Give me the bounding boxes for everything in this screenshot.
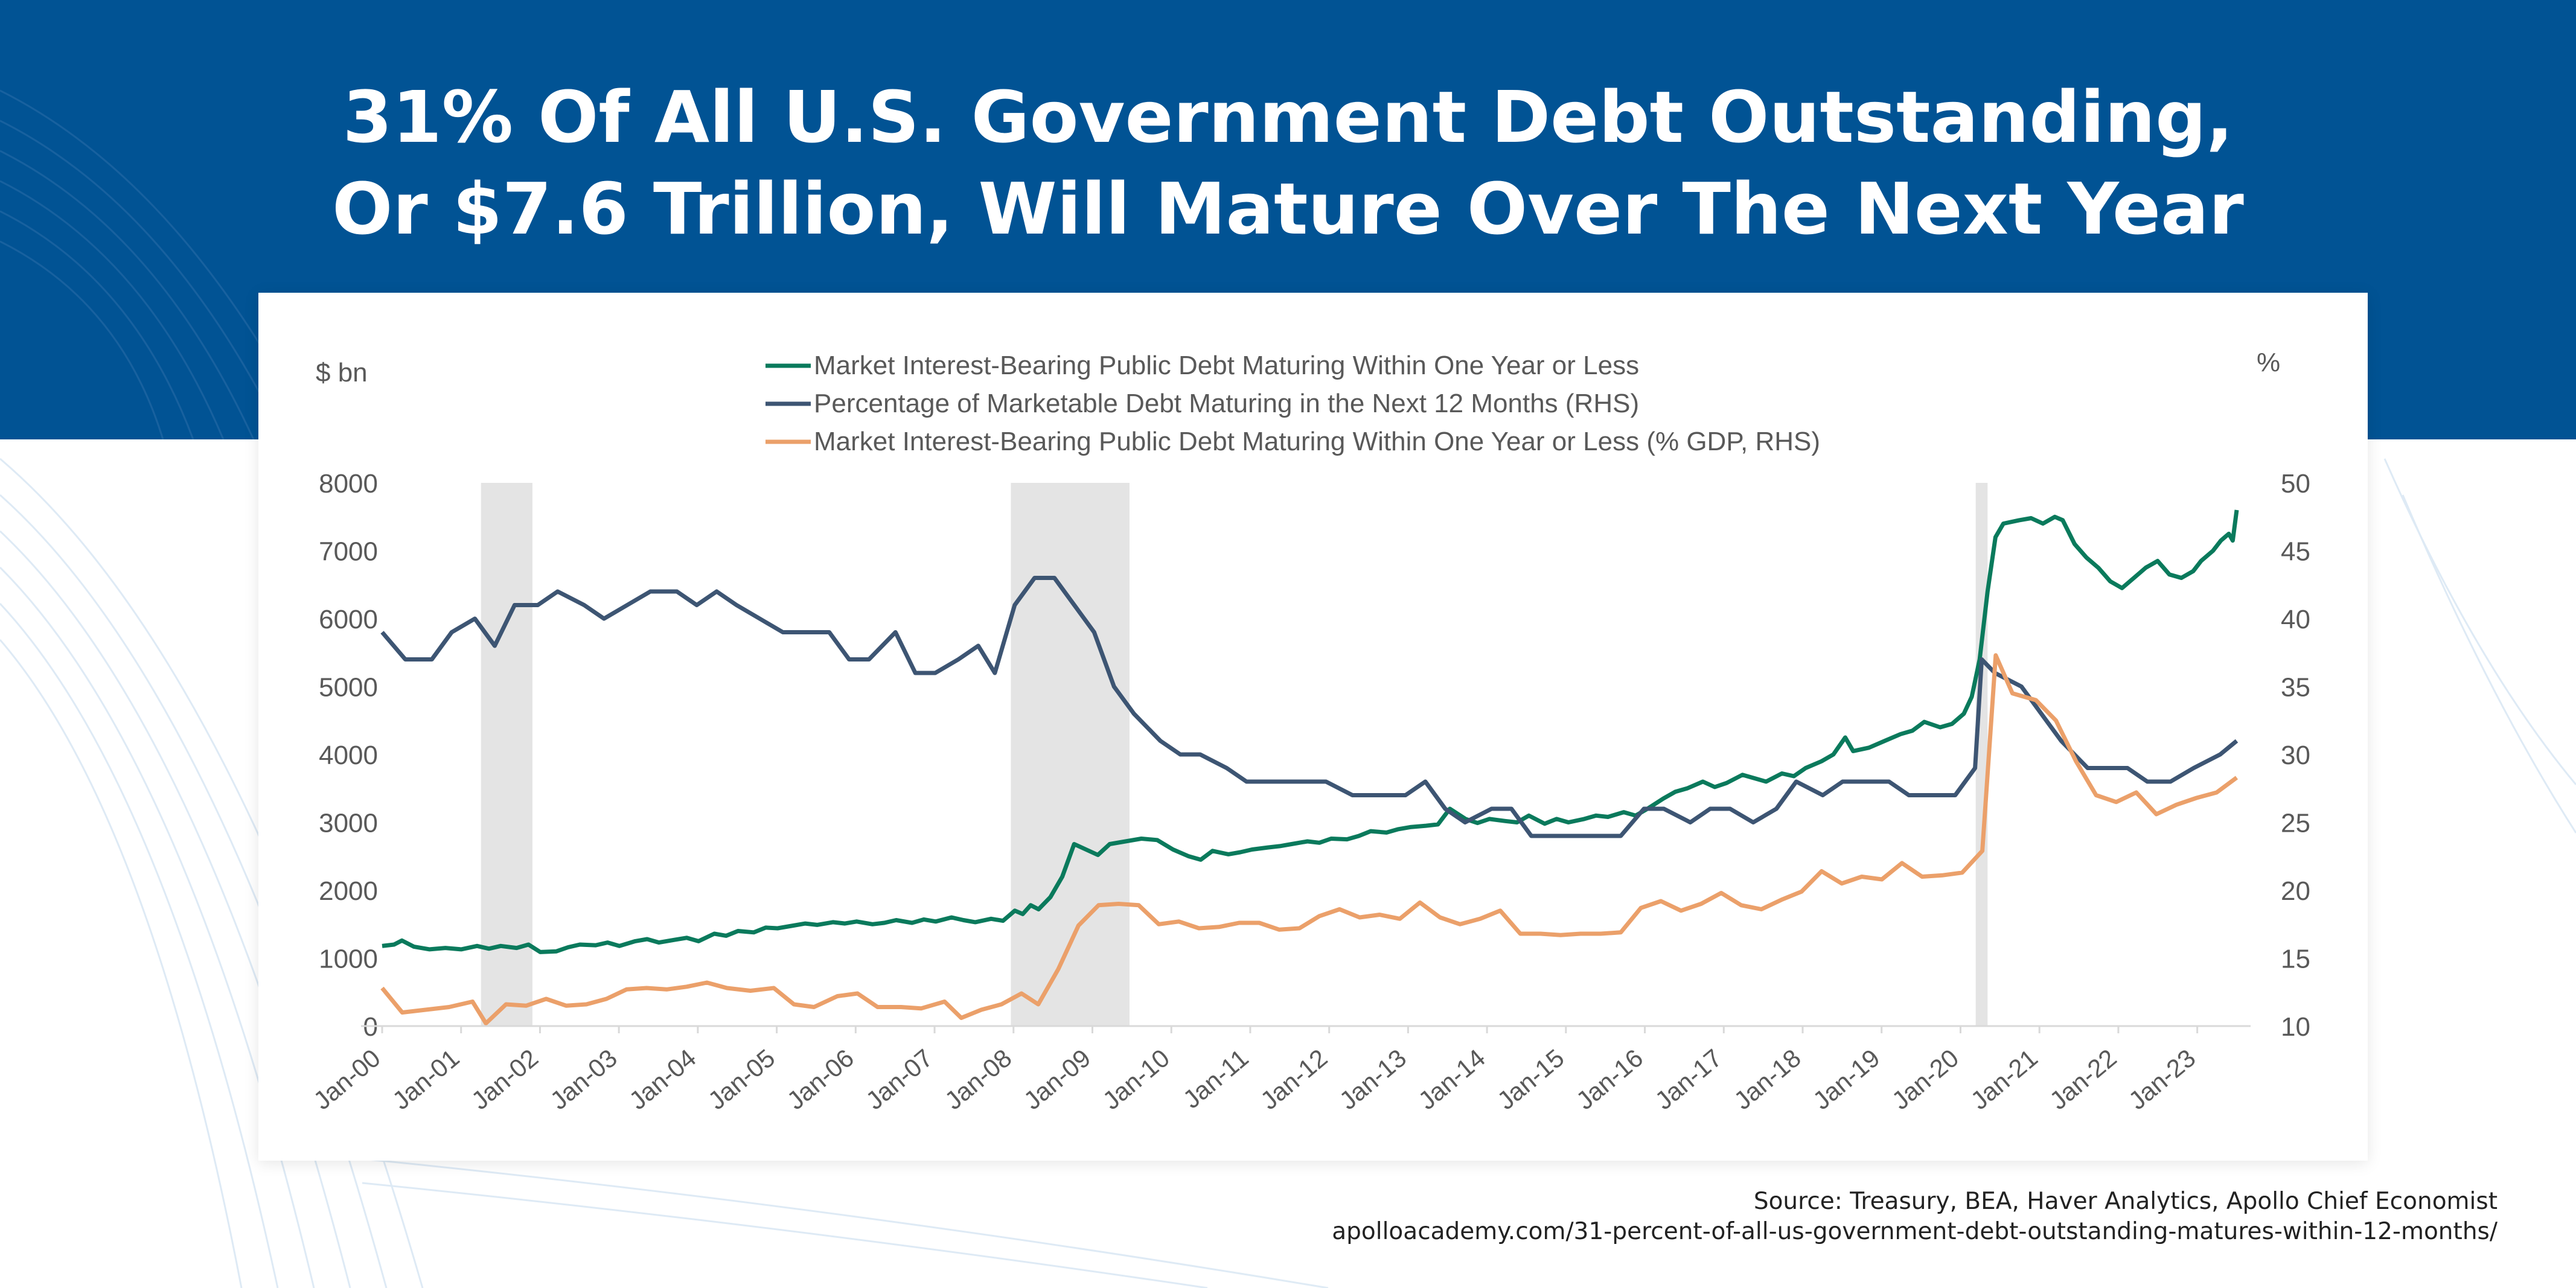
x-tick-label: Jan-03 (545, 1044, 622, 1115)
recession-band (481, 483, 532, 1026)
x-tick-label: Jan-22 (2044, 1044, 2122, 1115)
x-tick-label: Jan-11 (1178, 1044, 1254, 1114)
x-tick-label: Jan-02 (466, 1044, 544, 1115)
x-tick-label: Jan-01 (387, 1044, 465, 1115)
source-link[interactable]: apolloacademy.com/31-percent-of-all-us-g… (1332, 1218, 2498, 1245)
right-tick-label: 45 (2281, 537, 2310, 567)
series-gdp-line (380, 653, 2239, 1025)
left-tick-label: 3000 (319, 809, 378, 838)
x-tick-label: Jan-00 (308, 1044, 386, 1115)
source-text: Source: Treasury, BEA, Haver Analytics, … (1753, 1188, 2498, 1215)
left-tick-label: 5000 (319, 673, 378, 703)
page-title: 31% Of All U.S. Government Debt Outstand… (0, 71, 2576, 255)
x-tick-label: Jan-15 (1492, 1044, 1570, 1115)
left-tick-label: 2000 (319, 876, 378, 906)
right-tick-label: 25 (2281, 809, 2310, 838)
legend-label: Percentage of Marketable Debt Maturing i… (814, 389, 1639, 418)
x-tick-label: Jan-10 (1097, 1044, 1175, 1115)
right-tick-label: 20 (2281, 876, 2310, 906)
right-tick-label: 15 (2281, 945, 2310, 974)
x-tick-label: Jan-18 (1728, 1044, 1806, 1115)
x-tick-label: Jan-06 (782, 1044, 860, 1115)
x-tick-label: Jan-09 (1018, 1044, 1096, 1115)
x-tick-label: Jan-16 (1571, 1044, 1649, 1115)
series-debt-line (382, 509, 2239, 954)
title-line-1: 31% Of All U.S. Government Debt Outstand… (342, 75, 2234, 159)
title-line-2: Or $7.6 Trillion, Will Mature Over The N… (332, 167, 2244, 250)
x-tick-label: Jan-07 (860, 1044, 938, 1115)
x-tick-label: Jan-14 (1413, 1044, 1491, 1115)
right-tick-label: 10 (2281, 1012, 2310, 1042)
right-tick-label: 30 (2281, 741, 2310, 770)
right-axis-label: % (2257, 348, 2280, 377)
x-tick-label: Jan-13 (1334, 1044, 1412, 1115)
x-tick-label: Jan-04 (624, 1044, 702, 1115)
x-tick-label: Jan-05 (703, 1044, 781, 1115)
x-tick-label: Jan-17 (1649, 1044, 1727, 1115)
right-tick-label: 40 (2281, 605, 2310, 634)
x-tick-label: Jan-08 (939, 1044, 1017, 1115)
x-tick-label: Jan-12 (1255, 1044, 1333, 1115)
x-tick-label: Jan-23 (2123, 1044, 2201, 1115)
left-tick-label: 4000 (319, 741, 378, 770)
right-tick-label: 35 (2281, 673, 2310, 703)
left-tick-label: 1000 (319, 945, 378, 974)
right-tick-label: 50 (2281, 469, 2310, 499)
x-tick-label: Jan-21 (1965, 1044, 2043, 1115)
legend-label: Market Interest-Bearing Public Debt Matu… (814, 351, 1639, 380)
x-tick-label: Jan-19 (1807, 1044, 1885, 1115)
left-tick-label: 6000 (319, 605, 378, 634)
recession-band (1011, 483, 1130, 1026)
series-pct-line (380, 576, 2239, 838)
source-note: Source: Treasury, BEA, Haver Analytics, … (1332, 1187, 2498, 1247)
left-tick-label: 7000 (319, 537, 378, 567)
left-tick-label: 8000 (319, 469, 378, 499)
x-tick-label: Jan-20 (1887, 1044, 1964, 1115)
legend-label: Market Interest-Bearing Public Debt Matu… (814, 427, 1820, 456)
chart-card: 0 1000 2000 3000 4000 5000 6000 7000 8000 10 15 20… (258, 293, 2368, 1161)
left-axis-label: $ bn (316, 358, 368, 387)
